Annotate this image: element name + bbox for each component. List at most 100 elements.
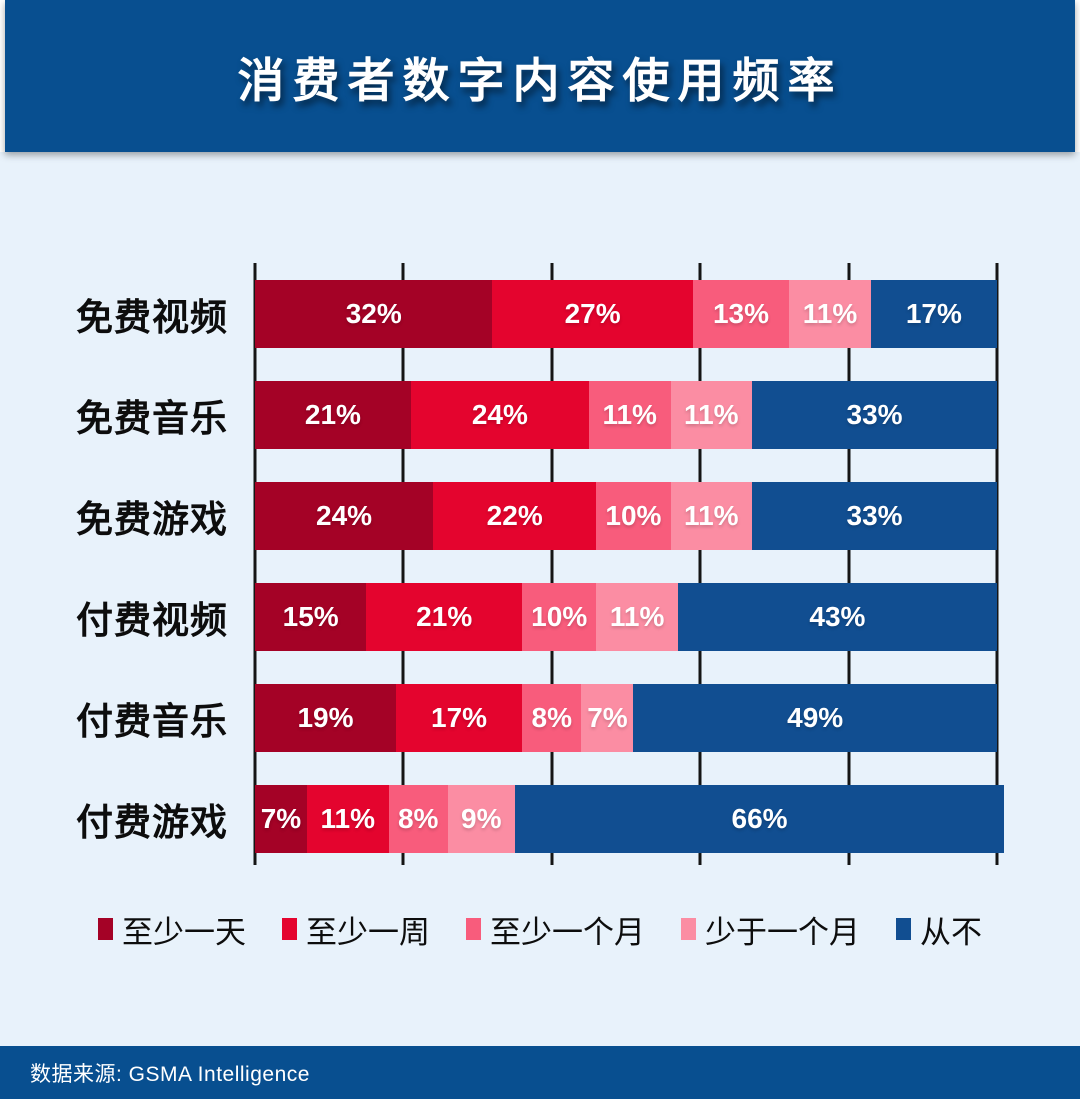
bar-segment: 66% — [514, 785, 1005, 853]
bar-segment-value: 11% — [602, 399, 657, 430]
title-banner: 消费者数字内容使用频率 — [5, 0, 1075, 152]
bar-segment: 24% — [255, 482, 434, 550]
legend-item: 少于一个月 — [681, 907, 860, 952]
bar-segment-value: 24% — [316, 500, 373, 531]
bar-segment: 19% — [255, 684, 396, 752]
bar-segment-value: 11% — [684, 500, 739, 531]
legend-swatch — [681, 918, 696, 940]
bar-segment: 9% — [447, 785, 515, 853]
bar-segment-value: 7% — [260, 803, 302, 834]
bar-row: 19% 17% 8% 7% 49% — [255, 684, 997, 752]
page-title: 消费者数字内容使用频率 — [237, 53, 843, 107]
legend-item: 从不 — [896, 907, 982, 952]
bar-segment: 8% — [522, 684, 582, 752]
legend-item: 至少一个月 — [466, 907, 645, 952]
bar-segment: 22% — [433, 482, 597, 550]
legend-label: 从不 — [920, 914, 982, 950]
bar-segment: 21% — [366, 583, 523, 651]
bar-segment: 17% — [870, 280, 997, 348]
legend-item: 至少一周 — [282, 907, 430, 952]
bar-segment: 10% — [522, 583, 597, 651]
bar-segment: 21% — [255, 381, 411, 449]
bar-segment-value: 11% — [609, 601, 665, 632]
bar-segment: 43% — [677, 583, 997, 651]
bar-segment: 33% — [752, 381, 997, 449]
legend-swatch — [466, 918, 481, 940]
legend-label: 至少一天 — [122, 914, 246, 950]
bar-segment-value: 17% — [431, 702, 488, 733]
row-label: 付费视频 — [76, 600, 228, 641]
bar-segment-value: 32% — [345, 298, 402, 329]
bar-segment: 13% — [692, 280, 790, 348]
bar-segment: 17% — [395, 684, 523, 752]
legend: 至少一天 至少一周 至少一个月 少于一个月 从不 — [0, 904, 1080, 954]
row-label: 免费游戏 — [76, 499, 228, 540]
bar-segment-value: 19% — [297, 702, 354, 733]
source-footer: 数据来源: GSMA Intelligence — [0, 1046, 1080, 1099]
gridline — [847, 263, 851, 865]
gridline — [401, 263, 405, 865]
gridline — [995, 263, 999, 865]
bar-row: 7% 11% 8% 9% 66% — [255, 785, 1005, 853]
bar-segment: 11% — [588, 381, 671, 449]
bar-segment-value: 22% — [486, 500, 543, 531]
stacked-bar-plot: 32% 27% 13% 11% 17% 21% 24% 11% 11% 33% 24% 22% 10% 1… — [253, 263, 1005, 865]
bar-row: 21% 24% 11% 11% 33% — [255, 381, 997, 449]
bar-segment: 27% — [492, 280, 693, 348]
bar-segment: 11% — [670, 482, 753, 550]
row-label: 免费视频 — [76, 297, 228, 338]
chart-section: 免费视频免费音乐免费游戏付费视频付费音乐付费游戏 32% 27% 13% 11% 17%… — [0, 152, 1080, 1046]
bar-segment-value: 27% — [564, 298, 621, 329]
bar-row: 24% 22% 10% 11% 33% — [255, 482, 997, 550]
row-label: 付费音乐 — [76, 701, 228, 742]
bar-segment-value: 21% — [304, 399, 361, 430]
gridline — [698, 263, 702, 865]
bar-segment: 10% — [596, 482, 671, 550]
bar-segment-value: 11% — [802, 298, 858, 329]
bar-segment-value: 10% — [605, 500, 662, 531]
bar-segment-value: 33% — [846, 500, 903, 531]
bar-segment-value: 49% — [787, 702, 844, 733]
bar-segment-value: 24% — [471, 399, 528, 430]
bar-segment: 15% — [255, 583, 367, 651]
bar-segment-value: 43% — [809, 601, 866, 632]
bar-segment-value: 7% — [587, 702, 628, 733]
bar-segment: 11% — [596, 583, 678, 651]
bar-segment-value: 21% — [416, 601, 473, 632]
gridline — [253, 263, 257, 865]
bar-segment: 11% — [670, 381, 753, 449]
bar-segment: 33% — [752, 482, 997, 550]
bar-segment-value: 9% — [461, 803, 502, 834]
bar-segment: 11% — [306, 785, 389, 853]
bar-segment: 32% — [255, 280, 493, 348]
bar-segment-value: 10% — [531, 601, 588, 632]
bar-segment-value: 66% — [731, 803, 788, 834]
bar-segment-value: 11% — [684, 399, 739, 430]
bar-segment-value: 8% — [531, 702, 572, 733]
gridline — [550, 263, 554, 865]
bar-row: 32% 27% 13% 11% 17% — [255, 280, 997, 348]
bar-row: 15% 21% 10% 11% 43% — [255, 583, 997, 651]
bar-segment: 7% — [255, 785, 307, 853]
bar-segment: 11% — [789, 280, 871, 348]
bar-segment: 8% — [388, 785, 448, 853]
bar-segment: 49% — [633, 684, 997, 752]
legend-swatch — [98, 918, 113, 940]
legend-swatch — [282, 918, 297, 940]
row-label: 付费游戏 — [76, 802, 228, 843]
bar-segment-value: 8% — [397, 803, 439, 834]
bar-segment: 7% — [581, 684, 634, 752]
bar-segment-value: 13% — [712, 298, 770, 329]
legend-item: 至少一天 — [98, 907, 246, 952]
bar-segment-value: 11% — [320, 803, 375, 834]
bar-segment-value: 33% — [846, 399, 903, 430]
bar-segment-value: 17% — [905, 298, 962, 329]
legend-label: 至少一周 — [306, 914, 430, 950]
source-text: 数据来源: GSMA Intelligence — [30, 1062, 310, 1086]
legend-label: 至少一个月 — [490, 914, 645, 950]
row-label: 免费音乐 — [76, 398, 228, 439]
legend-swatch — [896, 918, 911, 940]
legend-label: 少于一个月 — [705, 914, 860, 950]
bar-segment: 24% — [410, 381, 589, 449]
